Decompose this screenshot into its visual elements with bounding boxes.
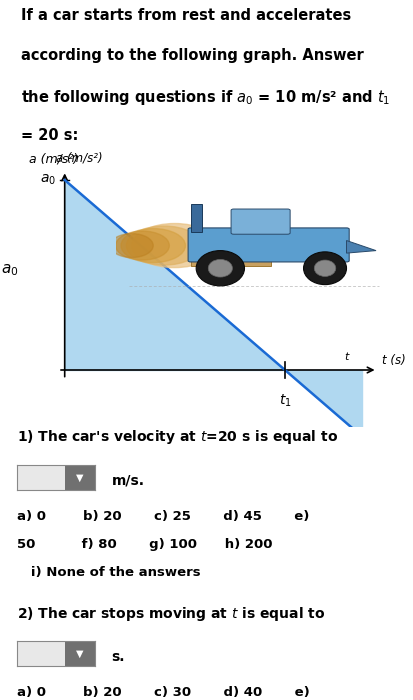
Ellipse shape [304,252,347,285]
Ellipse shape [110,234,153,258]
Ellipse shape [208,260,233,277]
Text: m/s.: m/s. [112,473,145,487]
Text: t: t [344,351,349,362]
Text: t (s): t (s) [382,354,406,367]
Polygon shape [347,241,376,253]
Text: If a car starts from rest and accelerates: If a car starts from rest and accelerate… [21,8,351,22]
Polygon shape [65,180,285,370]
Text: according to the following graph. Answer: according to the following graph. Answer [21,48,363,63]
Bar [191,258,271,266]
Text: the following questions if $a_0$ = 10 m/s² and $t_1$: the following questions if $a_0$ = 10 m/… [21,88,390,107]
Ellipse shape [116,231,169,260]
Text: 2) The car stops moving at $t$ is equal to: 2) The car stops moving at $t$ is equal … [17,605,325,623]
Text: $t_1$: $t_1$ [279,393,291,410]
Text: a (m/s²): a (m/s²) [29,153,78,166]
Ellipse shape [121,229,185,262]
Ellipse shape [314,260,336,276]
Text: a (m/s²): a (m/s²) [56,152,102,164]
Bar [191,204,202,232]
Text: a) 0        b) 20       c) 30       d) 40       e): a) 0 b) 20 c) 30 d) 40 e) [17,686,309,699]
Text: s.: s. [112,650,125,664]
Ellipse shape [196,251,244,286]
Ellipse shape [126,226,202,265]
Text: = 20 s:: = 20 s: [21,128,78,143]
Text: i) None of the answers: i) None of the answers [17,566,200,579]
Text: 50          f) 80       g) 100      h) 200: 50 f) 80 g) 100 h) 200 [17,538,272,551]
Text: 1) The car's velocity at $t$=20 s is equal to: 1) The car's velocity at $t$=20 s is equ… [17,428,338,447]
Text: a) 0        b) 20       c) 25       d) 45       e): a) 0 b) 20 c) 25 d) 45 e) [17,510,309,523]
FancyBboxPatch shape [188,228,349,262]
Polygon shape [285,370,362,437]
Text: $a_0$: $a_0$ [1,262,19,278]
FancyBboxPatch shape [231,209,290,234]
Text: $a_0$: $a_0$ [40,173,56,187]
Ellipse shape [132,223,218,267]
